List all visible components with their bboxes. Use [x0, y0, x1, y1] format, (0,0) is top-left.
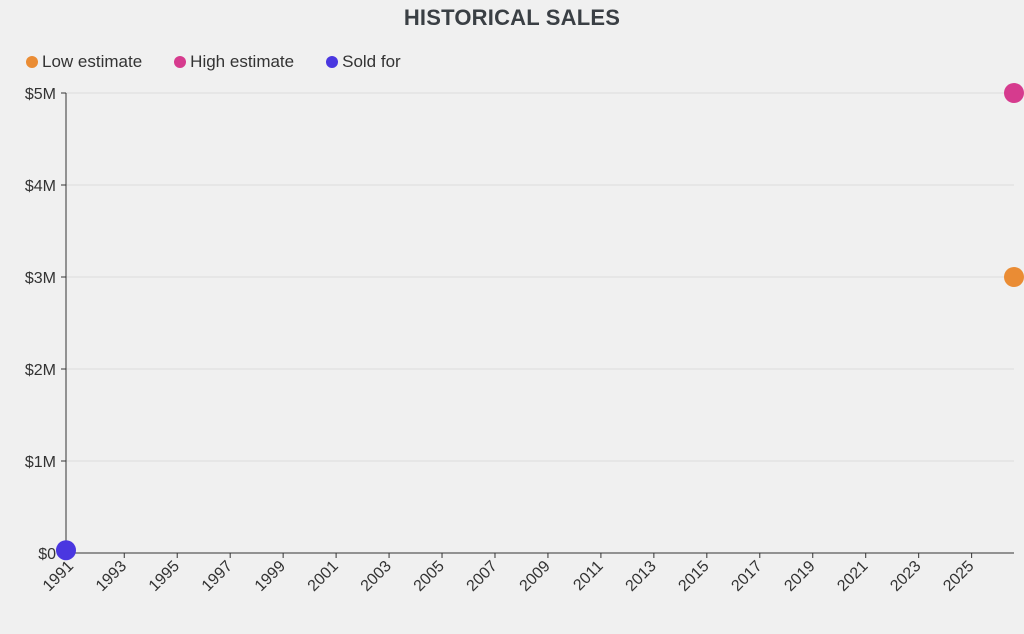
- x-tick-label: 1999: [252, 558, 289, 595]
- data-point-low-estimate: [1004, 267, 1024, 287]
- x-tick-label: 2007: [464, 558, 501, 595]
- y-tick-label: $4M: [25, 178, 56, 195]
- legend-swatch-low-estimate: [26, 56, 38, 68]
- x-tick-label: 2013: [623, 558, 660, 595]
- data-point-sold-for: [56, 540, 76, 561]
- legend-label-low-estimate: Low estimate: [42, 52, 143, 71]
- x-tick-label: 2021: [834, 558, 871, 595]
- x-tick-label: 2009: [517, 558, 554, 595]
- data-point-high-estimate: [1004, 83, 1024, 103]
- y-tick-label: $1M: [25, 454, 56, 471]
- legend-label-high-estimate: High estimate: [190, 52, 295, 71]
- x-tick-label: 2001: [305, 558, 342, 595]
- x-tick-label: 2025: [940, 558, 977, 595]
- chart-title: HISTORICAL SALES: [403, 5, 621, 30]
- legend: Low estimate High estimate Sold for: [26, 52, 433, 72]
- x-tick-label: 1997: [199, 558, 236, 595]
- legend-swatch-high-estimate: [174, 56, 187, 68]
- y-tick-label: $3M: [25, 270, 56, 287]
- y-tick-label: $2M: [25, 362, 56, 379]
- x-tick-label: 2017: [728, 558, 765, 595]
- y-tick-label: $0: [38, 546, 56, 563]
- x-tick-label: 2015: [675, 558, 712, 595]
- x-tick-label: 1995: [146, 558, 183, 595]
- x-tick-label: 2019: [781, 558, 818, 595]
- x-tick-label: 1991: [40, 558, 77, 595]
- x-tick-label: 2003: [358, 558, 395, 595]
- x-tick-label: 2023: [887, 558, 924, 595]
- legend-item-sold-for[interactable]: Sold for: [326, 52, 401, 72]
- legend-item-high-estimate[interactable]: High estimate: [174, 52, 294, 72]
- y-tick-label: $5M: [25, 86, 56, 103]
- x-tick-label: 1993: [93, 558, 130, 595]
- legend-swatch-sold-for: [326, 56, 339, 68]
- x-tick-label: 2011: [570, 558, 606, 594]
- legend-item-low-estimate[interactable]: Low estimate: [26, 52, 142, 72]
- legend-label-sold-for: Sold for: [342, 52, 401, 71]
- x-tick-label: 2005: [411, 558, 448, 595]
